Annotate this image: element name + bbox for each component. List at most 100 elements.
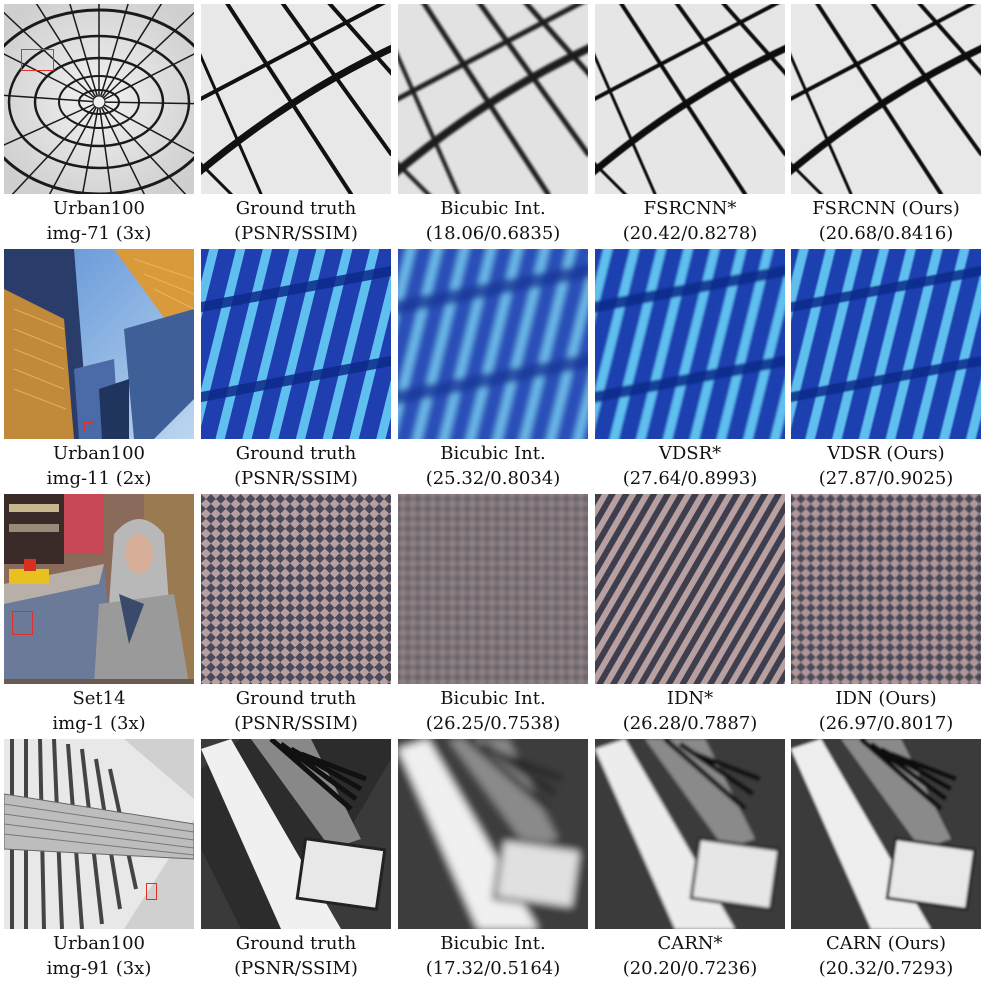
method-name: Bicubic Int. bbox=[440, 198, 546, 219]
source-caption: Urban100 img-71 (3x) bbox=[0, 196, 200, 246]
method-name: VDSR* bbox=[658, 443, 722, 464]
bicubic-cell: Bicubic Int. (25.32/0.8034) bbox=[398, 249, 588, 494]
crop-ours bbox=[791, 494, 981, 684]
method-caption: VDSR (Ours) (27.87/0.9025) bbox=[785, 441, 985, 491]
dataset-label: Urban100 bbox=[53, 933, 145, 954]
method-caption: Ground truth (PSNR/SSIM) bbox=[195, 931, 397, 981]
method-metric: (25.32/0.8034) bbox=[425, 468, 561, 489]
method-caption: Bicubic Int. (17.32/0.5164) bbox=[392, 931, 594, 981]
method-metric: (PSNR/SSIM) bbox=[234, 958, 358, 979]
method-name: IDN (Ours) bbox=[835, 688, 937, 709]
method-name: Ground truth bbox=[235, 198, 357, 219]
source-image-building bbox=[4, 739, 194, 929]
method-metric: (27.87/0.9025) bbox=[818, 468, 954, 489]
method-name: Bicubic Int. bbox=[440, 933, 546, 954]
zoom-region-marker bbox=[21, 49, 54, 71]
method-caption: VDSR* (27.64/0.8993) bbox=[589, 441, 791, 491]
figure-row-4: Urban100 img-91 (3x) Ground truth bbox=[4, 739, 981, 984]
crop-bicubic bbox=[398, 4, 588, 194]
crop-ground-truth bbox=[201, 249, 391, 439]
method-name: Ground truth bbox=[235, 933, 357, 954]
crop-bicubic bbox=[398, 249, 588, 439]
zoom-region-marker bbox=[146, 883, 157, 900]
image-label: img-71 (3x) bbox=[46, 223, 152, 244]
method-caption: Bicubic Int. (26.25/0.7538) bbox=[392, 686, 594, 736]
method-metric: (20.32/0.7293) bbox=[818, 958, 954, 979]
ours-cell: CARN (Ours) (20.32/0.7293) bbox=[791, 739, 981, 984]
source-image-skyscrapers bbox=[4, 249, 194, 439]
crop-baseline bbox=[595, 739, 785, 929]
ground-truth-cell: Ground truth (PSNR/SSIM) bbox=[201, 4, 391, 249]
method-name: IDN* bbox=[666, 688, 714, 709]
zoom-region-marker bbox=[84, 422, 94, 432]
ground-truth-cell: Ground truth (PSNR/SSIM) bbox=[201, 494, 391, 739]
dataset-label: Urban100 bbox=[53, 198, 145, 219]
crop-ground-truth bbox=[201, 739, 391, 929]
ours-cell: IDN (Ours) (26.97/0.8017) bbox=[791, 494, 981, 739]
method-caption: Ground truth (PSNR/SSIM) bbox=[195, 196, 397, 246]
method-metric: (26.25/0.7538) bbox=[425, 713, 561, 734]
source-image-cell: Set14 img-1 (3x) bbox=[4, 494, 194, 739]
ours-cell: VDSR (Ours) (27.87/0.9025) bbox=[791, 249, 981, 494]
bicubic-cell: Bicubic Int. (17.32/0.5164) bbox=[398, 739, 588, 984]
ours-cell: FSRCNN (Ours) (20.68/0.8416) bbox=[791, 4, 981, 249]
ground-truth-cell: Ground truth (PSNR/SSIM) bbox=[201, 249, 391, 494]
baseline-cell: VDSR* (27.64/0.8993) bbox=[595, 249, 785, 494]
crop-baseline bbox=[595, 4, 785, 194]
bicubic-cell: Bicubic Int. (26.25/0.7538) bbox=[398, 494, 588, 739]
source-image-cell: Urban100 img-11 (2x) bbox=[4, 249, 194, 494]
method-metric: (20.68/0.8416) bbox=[818, 223, 954, 244]
method-metric: (26.97/0.8017) bbox=[818, 713, 954, 734]
method-name: Bicubic Int. bbox=[440, 443, 546, 464]
source-image-cell: Urban100 img-91 (3x) bbox=[4, 739, 194, 984]
method-caption: Ground truth (PSNR/SSIM) bbox=[195, 686, 397, 736]
method-caption: FSRCNN (Ours) (20.68/0.8416) bbox=[785, 196, 985, 246]
image-label: img-11 (2x) bbox=[46, 468, 152, 489]
crop-ground-truth bbox=[201, 494, 391, 684]
source-caption: Urban100 img-11 (2x) bbox=[0, 441, 200, 491]
source-caption: Set14 img-1 (3x) bbox=[0, 686, 200, 736]
crop-ground-truth bbox=[201, 4, 391, 194]
method-name: CARN (Ours) bbox=[825, 933, 947, 954]
method-metric: (20.20/0.7236) bbox=[622, 958, 758, 979]
method-caption: FSRCNN* (20.42/0.8278) bbox=[589, 196, 791, 246]
zoom-region-marker bbox=[12, 611, 33, 635]
method-name: Ground truth bbox=[235, 688, 357, 709]
method-caption: CARN (Ours) (20.32/0.7293) bbox=[785, 931, 985, 981]
method-caption: IDN* (26.28/0.7887) bbox=[589, 686, 791, 736]
method-metric: (PSNR/SSIM) bbox=[234, 713, 358, 734]
ground-truth-cell: Ground truth (PSNR/SSIM) bbox=[201, 739, 391, 984]
dataset-label: Urban100 bbox=[53, 443, 145, 464]
crop-ours bbox=[791, 249, 981, 439]
method-caption: Bicubic Int. (25.32/0.8034) bbox=[392, 441, 594, 491]
baseline-cell: FSRCNN* (20.42/0.8278) bbox=[595, 4, 785, 249]
crop-baseline bbox=[595, 249, 785, 439]
method-caption: Ground truth (PSNR/SSIM) bbox=[195, 441, 397, 491]
image-label: img-91 (3x) bbox=[46, 958, 152, 979]
method-name: FSRCNN (Ours) bbox=[812, 198, 960, 219]
dataset-label: Set14 bbox=[72, 688, 126, 709]
baseline-cell: CARN* (20.20/0.7236) bbox=[595, 739, 785, 984]
method-metric: (26.28/0.7887) bbox=[622, 713, 758, 734]
image-label: img-1 (3x) bbox=[52, 713, 146, 734]
comparison-figure: Urban100 img-71 (3x) bbox=[4, 4, 981, 979]
method-metric: (27.64/0.8993) bbox=[622, 468, 758, 489]
source-image-barbara bbox=[4, 494, 194, 684]
method-caption: IDN (Ours) (26.97/0.8017) bbox=[785, 686, 985, 736]
method-caption: CARN* (20.20/0.7236) bbox=[589, 931, 791, 981]
source-image-dome bbox=[4, 4, 194, 194]
figure-row-3: Set14 img-1 (3x) Ground bbox=[4, 494, 981, 739]
crop-bicubic bbox=[398, 739, 588, 929]
method-metric: (17.32/0.5164) bbox=[425, 958, 561, 979]
crop-ours bbox=[791, 4, 981, 194]
method-name: Bicubic Int. bbox=[440, 688, 546, 709]
method-name: FSRCNN* bbox=[643, 198, 737, 219]
baseline-cell: IDN* (26.28/0.7887) bbox=[595, 494, 785, 739]
method-metric: (20.42/0.8278) bbox=[622, 223, 758, 244]
method-name: Ground truth bbox=[235, 443, 357, 464]
source-image-cell: Urban100 img-71 (3x) bbox=[4, 4, 194, 249]
crop-baseline bbox=[595, 494, 785, 684]
method-caption: Bicubic Int. (18.06/0.6835) bbox=[392, 196, 594, 246]
method-metric: (PSNR/SSIM) bbox=[234, 223, 358, 244]
crop-bicubic bbox=[398, 494, 588, 684]
